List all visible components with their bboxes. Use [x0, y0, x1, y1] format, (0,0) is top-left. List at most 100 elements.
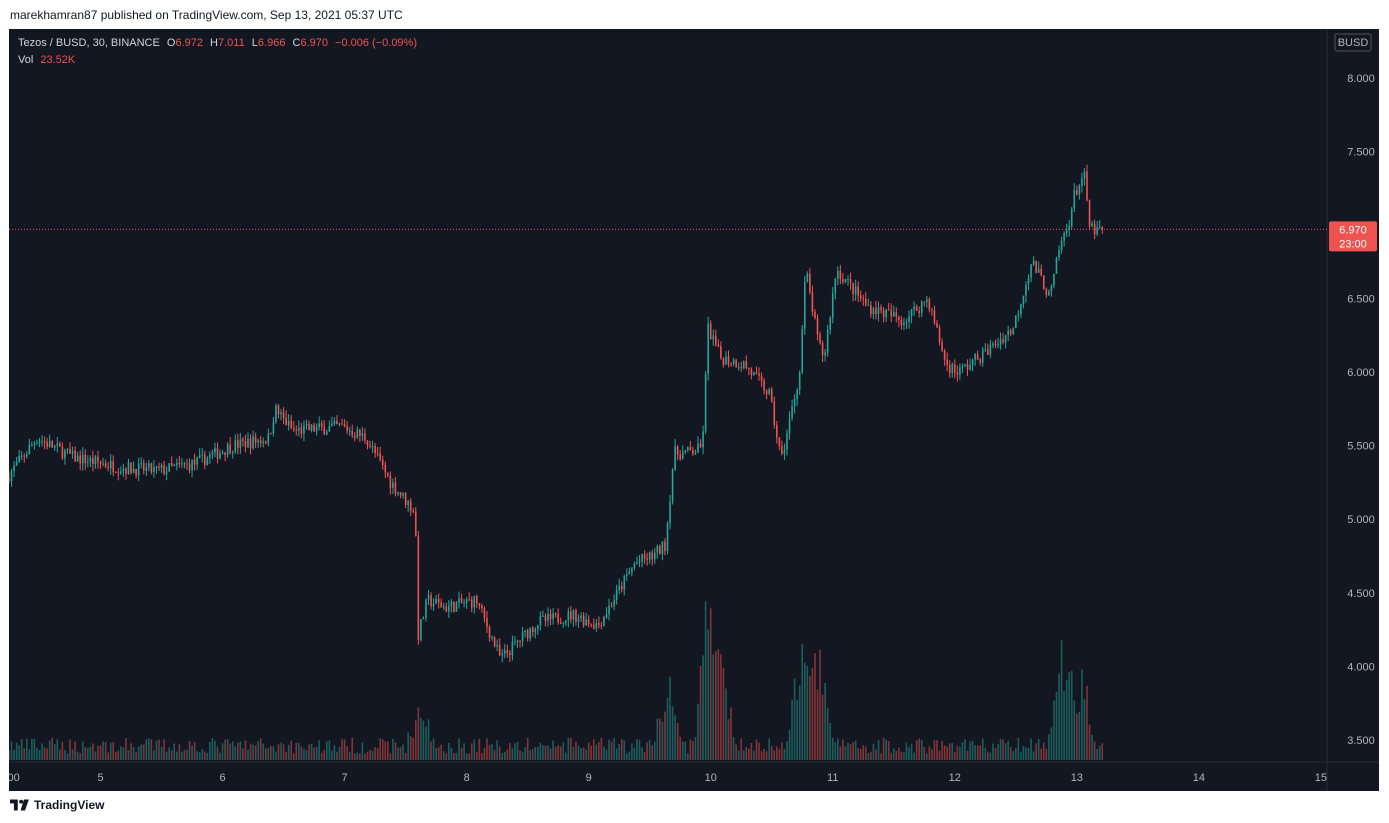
candle-body [476, 596, 478, 604]
candle-body [590, 624, 593, 626]
footer-brand[interactable]: TradingView [10, 798, 104, 812]
volume-bar [364, 753, 366, 760]
candle-body [473, 596, 476, 608]
candle-body [887, 309, 890, 311]
candle-body [964, 364, 966, 366]
candle-body [636, 562, 638, 564]
candle-body [697, 443, 699, 453]
candle-body [938, 327, 941, 343]
symbol-label[interactable]: Tezos / BUSD, 30, BINANCE [18, 37, 160, 49]
candle-body [755, 372, 758, 374]
volume-bar [778, 749, 781, 760]
volume-bar [735, 744, 737, 760]
volume-bar [567, 737, 570, 760]
volume-bar [503, 751, 506, 760]
candle-body [135, 468, 137, 476]
candle-body [941, 342, 943, 351]
candle-body [984, 349, 987, 351]
candle-body [219, 453, 221, 459]
volume-bar [737, 750, 740, 760]
last-price-badge [1329, 221, 1377, 252]
candle-body [389, 475, 392, 488]
candle-body [1091, 223, 1093, 226]
volume-bar [71, 749, 74, 760]
candle-body [92, 457, 94, 464]
candle-body [1050, 285, 1053, 292]
volume-bar [727, 719, 730, 760]
volume-bar [384, 741, 387, 760]
candle-body [165, 471, 168, 474]
volume-bar [476, 752, 478, 760]
candle-body [814, 311, 816, 319]
volume-bar [1015, 748, 1017, 760]
candle-body [712, 335, 715, 340]
candle-body [801, 328, 804, 373]
volume-bar [465, 753, 468, 760]
candle-body [1012, 328, 1015, 334]
volume-bar [987, 751, 989, 760]
candle-body [857, 286, 859, 296]
candle-body [107, 466, 109, 469]
volume-bar [801, 643, 804, 760]
volume-bar [13, 749, 15, 760]
candle-body [501, 653, 504, 656]
volume-bar [488, 744, 491, 760]
volume-bar [506, 749, 509, 760]
candle-body [148, 463, 150, 468]
candle-body [544, 615, 547, 621]
candlestick-chart[interactable]: 8.0007.5007.0006.5006.0005.5005.0004.500… [9, 29, 1379, 791]
volume-bar [803, 662, 806, 760]
volume-bar [590, 745, 593, 760]
volume-bar [890, 752, 893, 760]
candle-body [1081, 178, 1083, 186]
volume-bar [387, 741, 389, 760]
candle-body [76, 455, 79, 462]
time-tick-label: 5 [97, 772, 103, 784]
volume-bar [717, 649, 720, 760]
candle-body [763, 380, 765, 391]
volume-bar [1070, 670, 1073, 760]
volume-bar [865, 746, 867, 760]
candle-body [506, 650, 509, 654]
volume-bar [582, 747, 585, 760]
candle-body [18, 455, 20, 463]
volume-bar [770, 745, 773, 760]
candle-body [43, 441, 46, 443]
volume-bar [608, 739, 610, 760]
volume-bar [242, 748, 244, 760]
volume-bar [992, 743, 994, 760]
candle-body [1073, 190, 1076, 209]
candle-body [971, 359, 974, 366]
candle-body [1101, 227, 1104, 230]
candle-body [374, 446, 376, 454]
volume-bar [643, 752, 646, 760]
volume-bar [534, 747, 537, 760]
candle-body [913, 306, 915, 310]
volume-bar [948, 743, 951, 760]
volume-bar [313, 747, 315, 760]
volume-bar [453, 753, 455, 760]
candle-body [186, 463, 188, 465]
volume-bar [130, 743, 132, 760]
volume-bar [407, 732, 409, 760]
candle-body [798, 372, 801, 390]
candle-body [31, 444, 33, 446]
volume-label[interactable]: Vol [18, 54, 34, 66]
candle-body [155, 466, 158, 468]
candle-body [727, 356, 730, 365]
volume-bar [989, 752, 992, 760]
volume-bar [615, 748, 618, 760]
volume-bar [564, 752, 567, 760]
candle-body [69, 449, 71, 454]
volume-bar [496, 740, 498, 760]
candle-body [788, 418, 791, 434]
candle-body [1009, 330, 1012, 334]
chart-panel[interactable]: 8.0007.5007.0006.5006.0005.5005.0004.500… [9, 29, 1379, 791]
candle-body [114, 472, 117, 474]
footer-brand-label: TradingView [34, 798, 105, 812]
volume-bar [331, 750, 333, 760]
candle-body [956, 372, 959, 375]
candle-body [760, 375, 763, 381]
candle-body [542, 615, 544, 617]
candle-body [669, 501, 671, 524]
